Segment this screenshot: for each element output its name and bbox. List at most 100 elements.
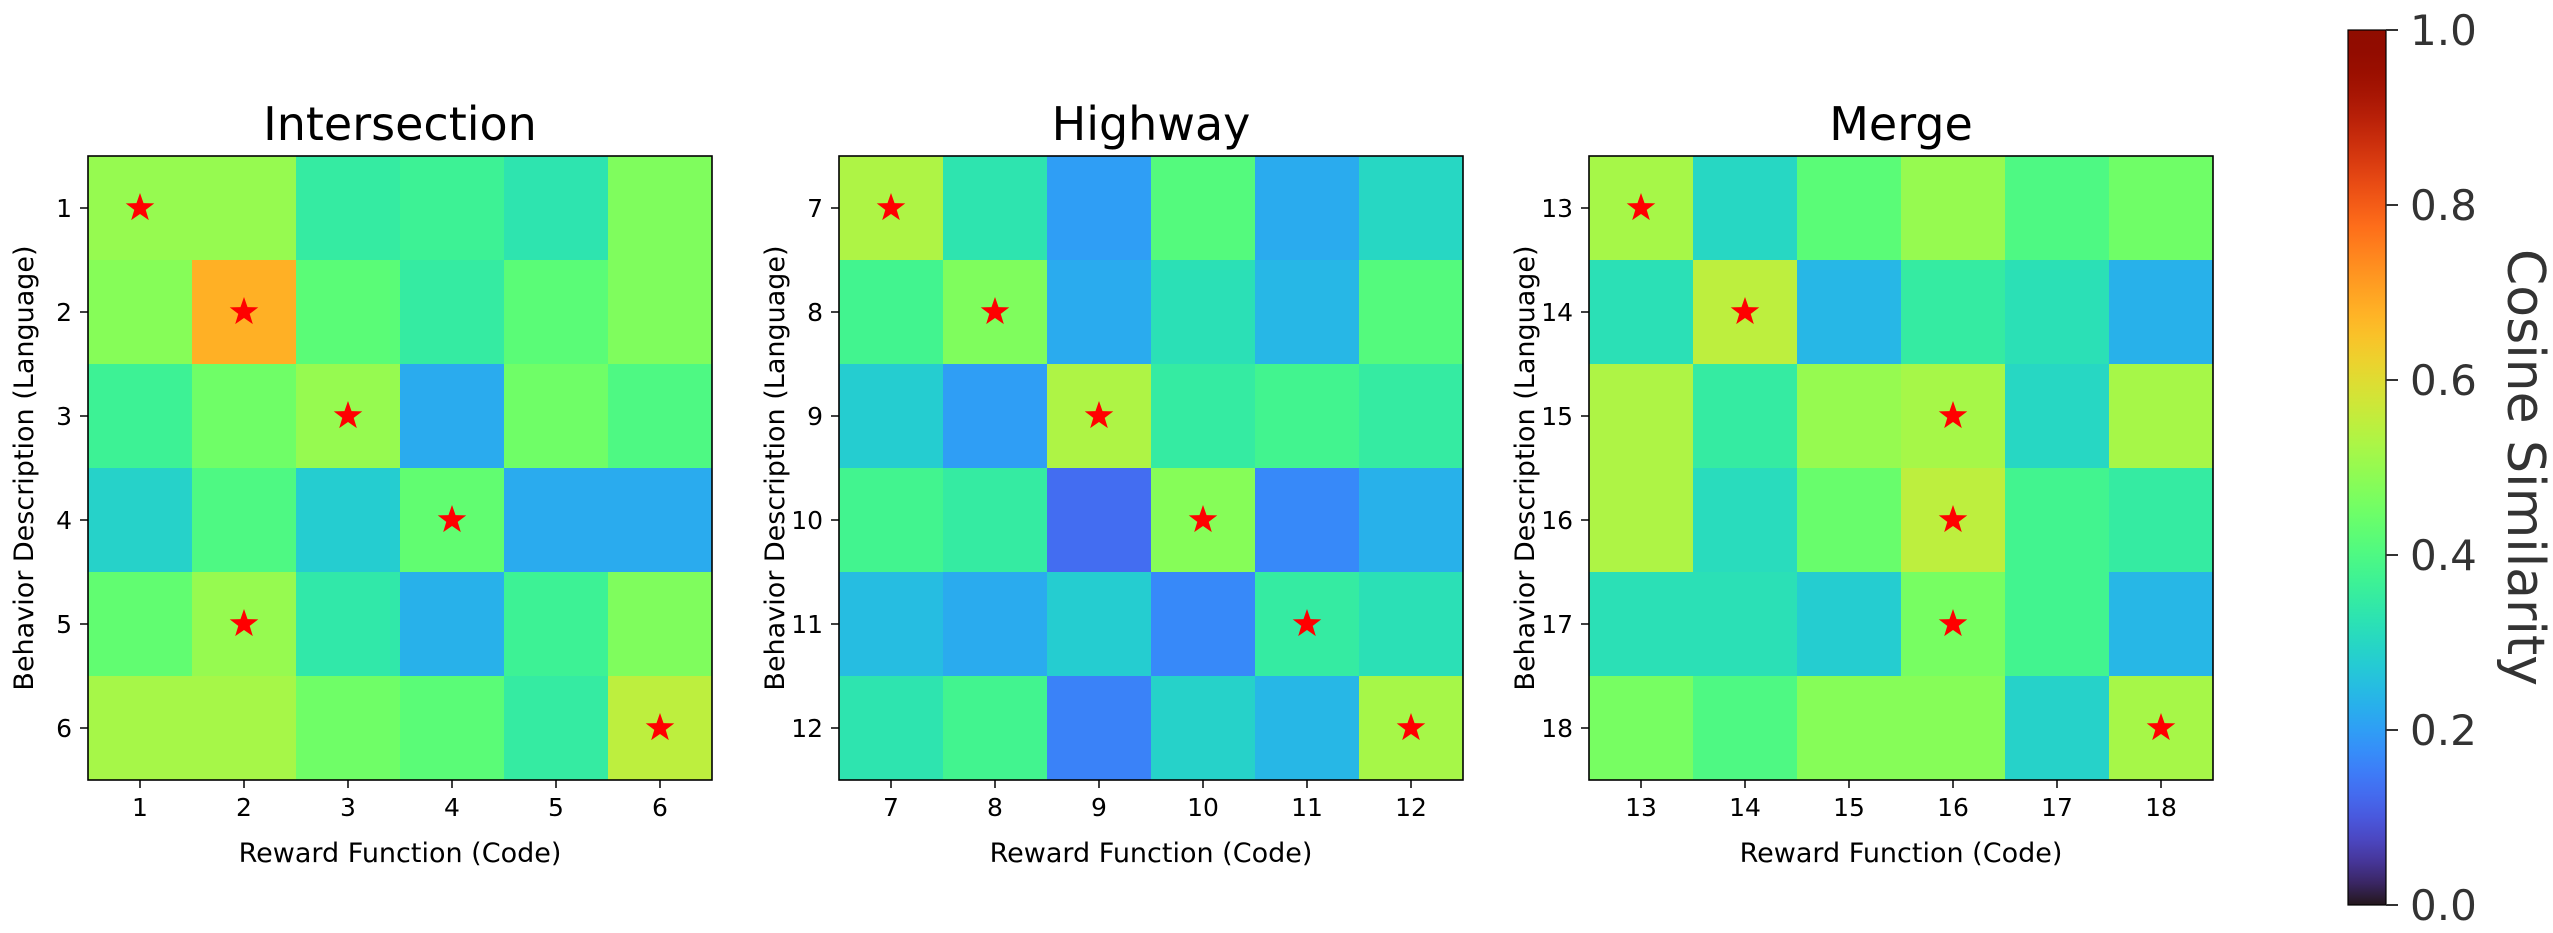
heatmap-cell [1693, 156, 1798, 261]
heatmap-cell [1797, 468, 1902, 573]
y-tick-label: 13 [1541, 194, 1573, 223]
heatmap-cell [1589, 676, 1694, 781]
heatmap-cell [296, 260, 401, 365]
star-marker [1938, 505, 1968, 533]
x-axis-label: Reward Function (Code) [990, 838, 1313, 869]
y-axis-label: Behavior Description (Language) [9, 245, 40, 690]
heatmap-cell [608, 572, 713, 677]
star-marker [1188, 505, 1218, 533]
heatmap-cell [1797, 156, 1902, 261]
plot-frame [838, 155, 1464, 781]
heatmap-cell [296, 676, 401, 781]
star-marker [2146, 713, 2176, 741]
heatmap-cell [504, 260, 609, 365]
heatmap-cell [400, 260, 505, 365]
heatmap-cell [88, 468, 193, 573]
star-marker [1626, 193, 1656, 221]
star-marker [1938, 609, 1968, 637]
heatmap-cell [2109, 468, 2214, 573]
heatmap-cell [1797, 364, 1902, 469]
y-tick-label: 5 [56, 610, 72, 639]
heatmap-cell [504, 468, 609, 573]
panel-title: Intersection [263, 97, 537, 151]
y-tick-label: 7 [807, 194, 823, 223]
heatmap-cell [1047, 572, 1152, 677]
colorbar: 0.0 0.2 0.4 0.6 0.8 1.0 Cosine Similarity [2347, 6, 2553, 930]
heatmap-cell [504, 364, 609, 469]
heatmap-cell [1151, 260, 1256, 365]
x-tick-label: 11 [1291, 793, 1323, 822]
heatmap-cell [1589, 260, 1694, 365]
y-tick-label: 6 [56, 714, 72, 743]
y-tick-label: 12 [791, 714, 823, 743]
star-marker [876, 193, 906, 221]
heatmap-cell [1693, 468, 1798, 573]
heatmap-cell [88, 572, 193, 677]
y-tick-label: 1 [56, 194, 72, 223]
plot-frame [1588, 155, 2214, 781]
heatmap-cell [504, 572, 609, 677]
star-marker [437, 505, 467, 533]
heatmap-cell [1589, 364, 1694, 469]
heatmap-cell [296, 572, 401, 677]
colorbar-gradient [2348, 30, 2386, 905]
star-marker [1938, 401, 1968, 429]
y-tick-label: 4 [56, 506, 72, 535]
star-marker [125, 193, 155, 221]
x-tick-label: 14 [1729, 793, 1761, 822]
heatmap-cell [608, 260, 713, 365]
colorbar-tick-label: 1.0 [2410, 6, 2477, 55]
y-tick-label: 9 [807, 402, 823, 431]
heatmap-cell [1151, 572, 1256, 677]
x-tick-label: 2 [236, 793, 252, 822]
heatmap-cell [192, 156, 297, 261]
heatmap-cell [1901, 156, 2006, 261]
x-tick-label: 4 [444, 793, 460, 822]
heatmap-cell [192, 364, 297, 469]
colorbar-frame [2347, 29, 2387, 906]
heatmap-cell [608, 468, 713, 573]
y-tick-label: 10 [791, 506, 823, 535]
heatmap-cell [192, 468, 297, 573]
x-tick-label: 12 [1395, 793, 1427, 822]
y-tick-label: 11 [791, 610, 823, 639]
panel-title: Merge [1829, 97, 1973, 151]
heatmap-cell [943, 156, 1048, 261]
heatmap-cell [2005, 676, 2110, 781]
x-axis-label: Reward Function (Code) [239, 838, 562, 869]
heatmap-cell [1255, 156, 1360, 261]
heatmap-cell [1359, 468, 1464, 573]
heatmap-panel: 7 8 9 10 11 12 7 8 9 10 11 12 Highway Reward Function… [760, 97, 1464, 869]
heatmap-cell [2005, 572, 2110, 677]
heatmap-cell [2005, 364, 2110, 469]
heatmap-cell [1047, 676, 1152, 781]
colorbar-tick-label: 0.2 [2410, 706, 2477, 755]
heatmap-cell [1693, 364, 1798, 469]
heatmap-cell [1359, 572, 1464, 677]
x-tick-label: 6 [652, 793, 668, 822]
heatmap-cell [1797, 676, 1902, 781]
y-tick-label: 17 [1541, 610, 1573, 639]
colorbar-tick-label: 0.4 [2410, 531, 2477, 580]
heatmap-cell [839, 260, 944, 365]
panel-title: Highway [1052, 97, 1251, 151]
heatmap-cell [1359, 364, 1464, 469]
heatmap-cell [1151, 156, 1256, 261]
heatmap-cell [1151, 364, 1256, 469]
star-marker [1084, 401, 1114, 429]
heatmap-cell [2109, 156, 2214, 261]
heatmap-cell [1359, 156, 1464, 261]
heatmap-cell [943, 364, 1048, 469]
colorbar-label: Cosine Similarity [2495, 249, 2553, 686]
x-tick-label: 7 [883, 793, 899, 822]
heatmap-cell [88, 676, 193, 781]
heatmap-cell [192, 676, 297, 781]
heatmap-panel: 13 14 15 16 17 18 13 14 15 16 17 18 Merge Reward Func… [1510, 97, 2214, 869]
heatmap-cell [608, 156, 713, 261]
heatmap-cell [608, 364, 713, 469]
heatmap-cell [943, 572, 1048, 677]
heatmap-cell [2109, 260, 2214, 365]
y-axis-label: Behavior Description (Language) [1510, 245, 1541, 690]
heatmap-cell [1797, 260, 1902, 365]
star-marker [229, 609, 259, 637]
